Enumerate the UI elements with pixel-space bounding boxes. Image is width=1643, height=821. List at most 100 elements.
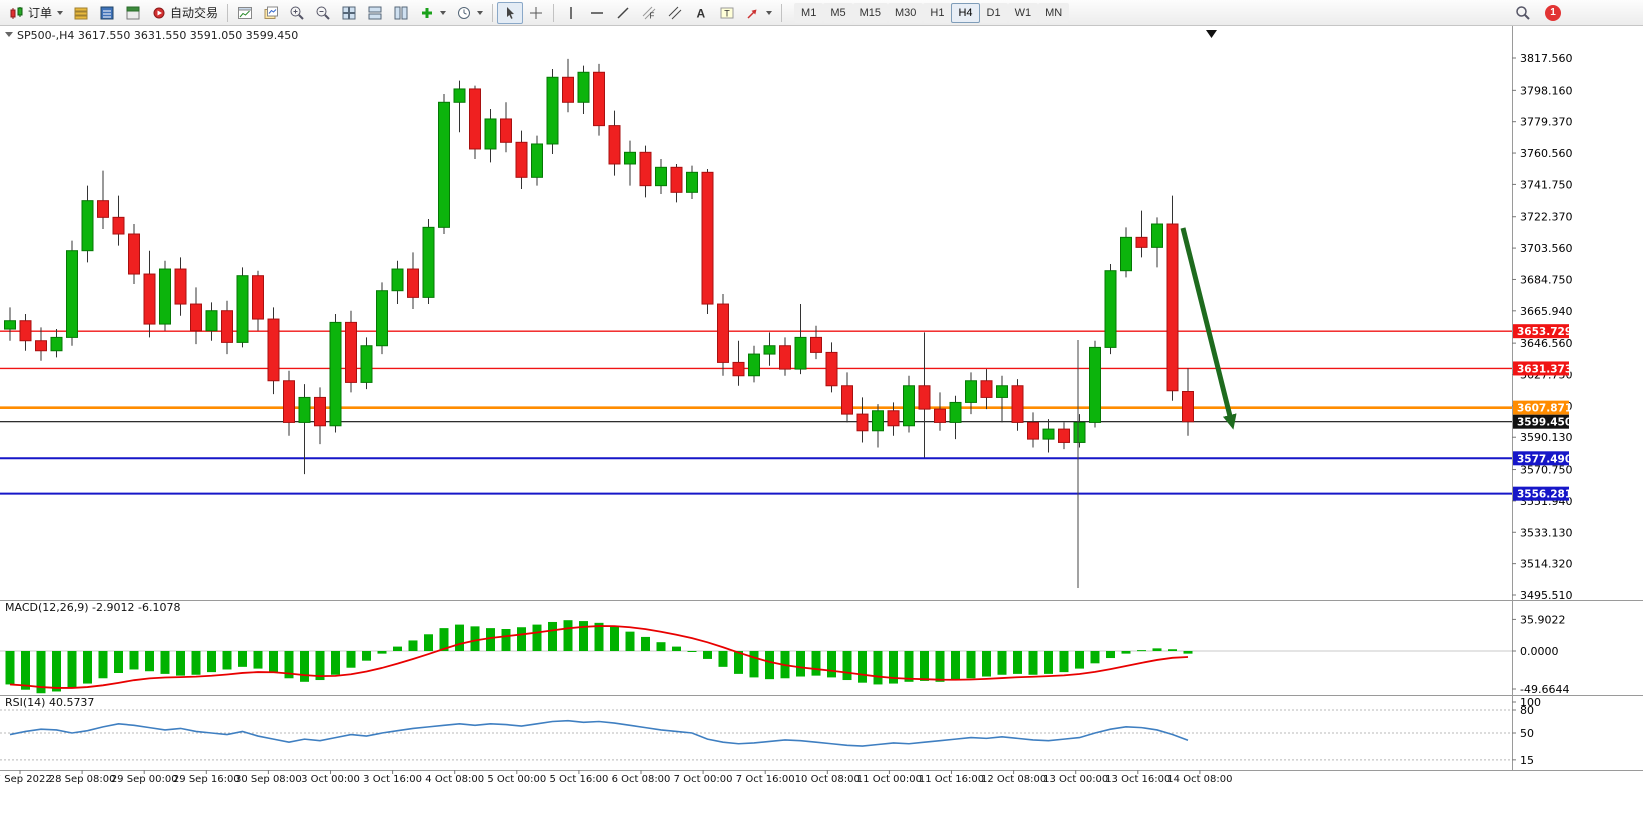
- svg-text:4 Oct 08:00: 4 Oct 08:00: [425, 774, 484, 785]
- tile-horizontal-button[interactable]: [362, 2, 388, 24]
- profiles-button[interactable]: [258, 2, 284, 24]
- tile-vertical-button[interactable]: [388, 2, 414, 24]
- svg-text:3590.130: 3590.130: [1520, 431, 1573, 444]
- trend-arrow: [1180, 227, 1237, 430]
- svg-text:11 Oct 16:00: 11 Oct 16:00: [919, 774, 984, 785]
- horizontal-line-icon: [591, 11, 604, 14]
- caret-down-icon: [766, 10, 773, 15]
- zoom-out-button[interactable]: [310, 2, 336, 24]
- toolbar-separator: [781, 3, 783, 22]
- svg-text:-49.6644: -49.6644: [1520, 683, 1569, 696]
- autotrading-button[interactable]: 自动交易: [146, 2, 223, 24]
- svg-text:11 Oct 00:00: 11 Oct 00:00: [857, 774, 922, 785]
- timeframe-button-M1[interactable]: M1: [794, 2, 824, 23]
- search-button[interactable]: [1510, 2, 1536, 24]
- text-button[interactable]: A: [688, 2, 714, 24]
- chart-window-button[interactable]: [232, 2, 258, 24]
- svg-text:3570.750: 3570.750: [1520, 464, 1573, 477]
- fibonacci-button[interactable]: F: [636, 2, 662, 24]
- svg-text:3665.940: 3665.940: [1520, 305, 1573, 318]
- text-icon: A: [697, 6, 706, 20]
- trendline-icon: [617, 6, 629, 19]
- notification-badge[interactable]: 1: [1545, 4, 1561, 21]
- caret-down-icon: [440, 10, 447, 15]
- timeframe-button-H4[interactable]: H4: [951, 2, 980, 23]
- svg-text:3722.370: 3722.370: [1520, 211, 1573, 224]
- caret-down-icon: [477, 10, 484, 15]
- arrows-icon: [747, 9, 757, 19]
- svg-text:5 Oct 16:00: 5 Oct 16:00: [549, 774, 608, 785]
- svg-text:7 Oct 16:00: 7 Oct 16:00: [736, 774, 795, 785]
- svg-text:3495.510: 3495.510: [1520, 589, 1573, 602]
- timeframe-button-W1[interactable]: W1: [1007, 2, 1039, 23]
- tile-vertical-icon: [394, 6, 408, 19]
- svg-text:3514.320: 3514.320: [1520, 558, 1573, 571]
- chart-window-icon: [238, 6, 253, 19]
- svg-text:13 Oct 00:00: 13 Oct 00:00: [1043, 774, 1108, 785]
- svg-text:3577.490: 3577.490: [1517, 453, 1572, 465]
- zoom-in-button[interactable]: [284, 2, 310, 24]
- terminal-icon: [126, 6, 140, 19]
- svg-text:0.0000: 0.0000: [1520, 645, 1559, 658]
- market-watch-button[interactable]: [68, 2, 94, 24]
- arrows-button[interactable]: [740, 2, 777, 24]
- channel-icon: [668, 6, 682, 19]
- timeframe-button-M15[interactable]: M15: [852, 2, 888, 23]
- crosshair-button[interactable]: [523, 2, 549, 24]
- main-toolbar: 订单: [0, 0, 1643, 26]
- grid-button[interactable]: [336, 2, 362, 24]
- svg-text:3741.750: 3741.750: [1520, 178, 1573, 191]
- timeframe-button-D1[interactable]: D1: [979, 2, 1008, 23]
- svg-text:3607.871: 3607.871: [1517, 403, 1572, 415]
- toolbar-separator: [492, 3, 494, 22]
- svg-text:3684.750: 3684.750: [1520, 273, 1573, 286]
- channel-button[interactable]: [662, 2, 688, 24]
- trendline-button[interactable]: [610, 2, 636, 24]
- new-order-button[interactable]: 订单: [4, 2, 68, 24]
- periods-button[interactable]: [451, 2, 488, 24]
- svg-text:100: 100: [1520, 696, 1541, 709]
- zoom-in-icon: [290, 6, 304, 20]
- svg-text:13 Oct 16:00: 13 Oct 16:00: [1105, 774, 1170, 785]
- svg-text:6 Oct 08:00: 6 Oct 08:00: [612, 774, 671, 785]
- toolbar-right-icons: 1: [1510, 2, 1561, 24]
- timeframe-button-M30[interactable]: M30: [888, 2, 924, 23]
- tile-horizontal-icon: [368, 6, 382, 19]
- pane-separators: [0, 26, 1643, 771]
- svg-text:3817.560: 3817.560: [1520, 52, 1573, 65]
- svg-text:50: 50: [1520, 727, 1534, 740]
- svg-text:29 Sep 16:00: 29 Sep 16:00: [173, 774, 240, 785]
- svg-text:T: T: [724, 8, 730, 18]
- new-order-icon: [10, 6, 23, 19]
- timeframe-button-MN[interactable]: MN: [1038, 2, 1070, 23]
- timeframe-button-H1[interactable]: H1: [923, 2, 952, 23]
- cursor-button[interactable]: [497, 1, 524, 24]
- candlesticks: [4, 58, 1194, 475]
- symbol-ohlc-header: SP500-,H4 3617.550 3631.550 3591.050 359…: [17, 29, 298, 42]
- crosshair-icon: [530, 6, 543, 19]
- rsi-line: [9, 719, 1189, 747]
- text-label-button[interactable]: T: [714, 2, 740, 24]
- macd-signal-line: [9, 625, 1189, 689]
- grid-icon: [342, 6, 356, 19]
- svg-text:3 Oct 00:00: 3 Oct 00:00: [301, 774, 360, 785]
- horizontal-line-button[interactable]: [584, 2, 610, 24]
- indicators-add-button[interactable]: [414, 2, 451, 24]
- autotrading-label: 自动交易: [170, 6, 219, 20]
- vertical-line-button[interactable]: [558, 2, 584, 24]
- svg-text:3556.281: 3556.281: [1517, 489, 1572, 501]
- cursor-icon: [507, 6, 515, 19]
- data-window-button[interactable]: [94, 2, 120, 24]
- text-label-icon: T: [720, 7, 734, 18]
- timeframe-button-M5[interactable]: M5: [823, 2, 853, 23]
- terminal-button[interactable]: [120, 2, 146, 24]
- svg-text:10 Oct 08:00: 10 Oct 08:00: [795, 774, 860, 785]
- svg-text:29 Sep 00:00: 29 Sep 00:00: [111, 774, 178, 785]
- macd-label: MACD(12,26,9) -2.9012 -6.1078: [5, 601, 180, 614]
- svg-text:80: 80: [1520, 704, 1534, 717]
- svg-text:3533.130: 3533.130: [1520, 526, 1573, 539]
